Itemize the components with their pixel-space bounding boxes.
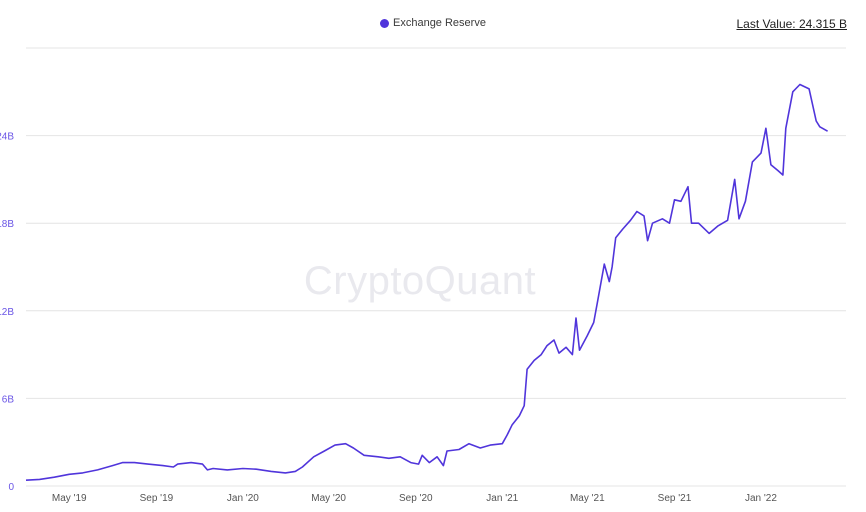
y-tick-label: 12B — [0, 307, 14, 318]
legend-series-marker — [380, 18, 389, 28]
y-tick-label: 18B — [0, 219, 14, 230]
grid-lines — [26, 47, 846, 487]
y-axis-ticks: 24B 18B 12B 6B 0 — [0, 132, 14, 493]
legend-series-label: Exchange Reserve — [393, 17, 486, 29]
x-tick-label: Sep '20 — [399, 493, 433, 504]
y-tick-label: 0 — [8, 482, 14, 493]
watermark-logo-text: CryptoQuant — [304, 259, 536, 303]
x-tick-label: Sep '21 — [658, 493, 692, 504]
y-tick-label: 24B — [0, 132, 14, 143]
x-tick-label: May '20 — [311, 493, 346, 504]
y-tick-label: 6B — [2, 394, 15, 405]
x-tick-label: Sep '19 — [140, 493, 174, 504]
x-tick-label: Jan '20 — [227, 493, 259, 504]
x-tick-label: May '21 — [570, 493, 605, 504]
x-tick-label: Jan '21 — [486, 493, 518, 504]
x-axis-ticks: May '19 Sep '19 Jan '20 May '20 Sep '20 Jan '… — [52, 493, 777, 504]
last-value-readout[interactable]: Last Value: 24.315 B — [736, 17, 847, 31]
x-tick-label: May '19 — [52, 493, 87, 504]
chart-legend[interactable]: Exchange Reserve — [380, 17, 486, 29]
series-line-exchange-reserve — [25, 83, 828, 481]
x-tick-label: Jan '22 — [745, 493, 777, 504]
